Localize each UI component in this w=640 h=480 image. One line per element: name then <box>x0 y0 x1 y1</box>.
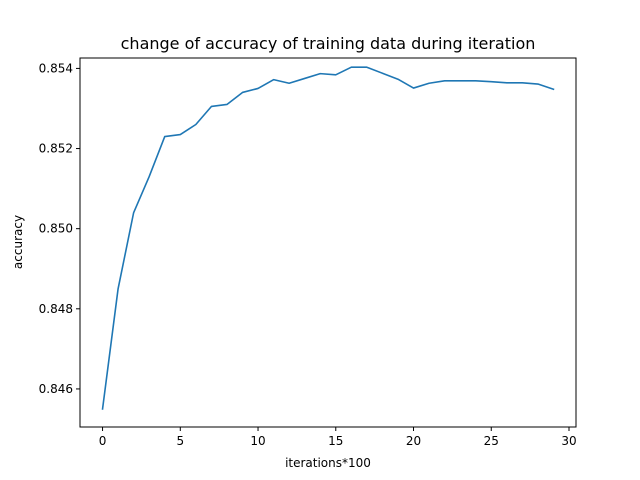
x-tick-label: 15 <box>328 434 343 448</box>
x-tick-label: 0 <box>99 434 107 448</box>
y-axis-label: accuracy <box>11 215 25 269</box>
x-tick-label: 10 <box>250 434 265 448</box>
y-tick-label: 0.850 <box>39 222 73 236</box>
y-tick-label: 0.854 <box>39 61 73 75</box>
x-axis-label: iterations*100 <box>285 456 371 470</box>
x-tick-label: 25 <box>484 434 499 448</box>
x-tick-label: 5 <box>176 434 184 448</box>
y-tick-label: 0.852 <box>39 142 73 156</box>
chart-title: change of accuracy of training data duri… <box>121 34 536 53</box>
y-tick-label: 0.848 <box>39 302 73 316</box>
x-tick-label: 20 <box>406 434 421 448</box>
x-tick-label: 30 <box>561 434 576 448</box>
y-tick-label: 0.846 <box>39 382 73 396</box>
